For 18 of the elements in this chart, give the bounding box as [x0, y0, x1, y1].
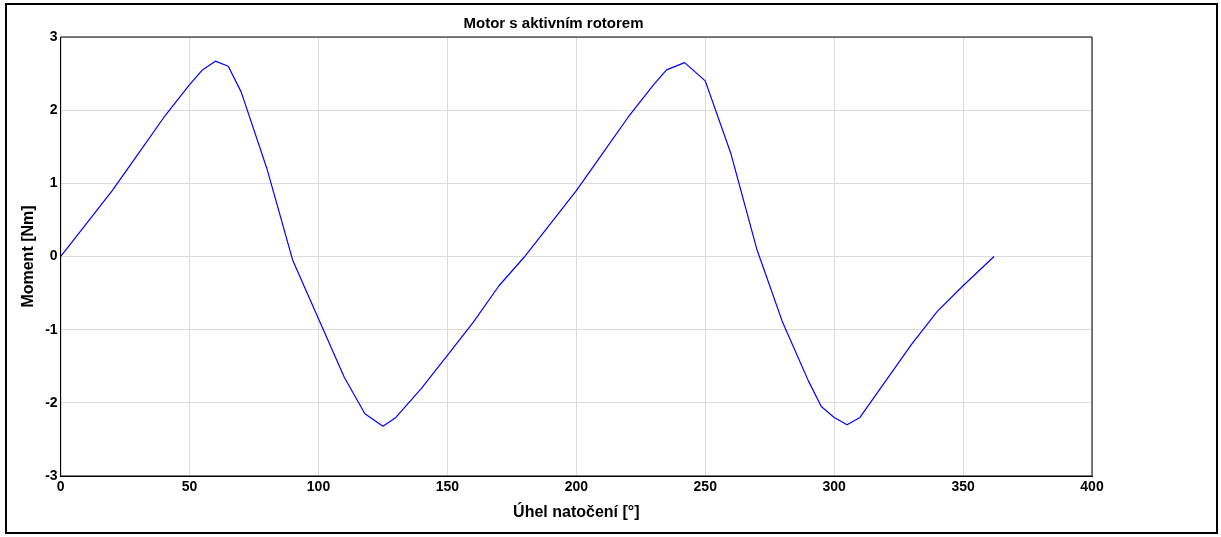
- y-tick-label: -3: [45, 466, 58, 483]
- x-tick-label: 300: [822, 478, 847, 495]
- y-axis-title: Moment [Nm]: [19, 205, 37, 308]
- y-tick-label: 3: [49, 27, 58, 44]
- x-axis-title: Úhel natočení [°]: [513, 501, 640, 520]
- x-tick-label: 400: [1080, 478, 1104, 495]
- y-tick-label: 2: [49, 101, 58, 118]
- y-tick-label: 0: [49, 247, 58, 264]
- y-tick-label: 1: [49, 174, 58, 191]
- y-tick-label: -2: [45, 393, 58, 410]
- x-tick-label: 100: [306, 478, 331, 495]
- x-tick-label: 350: [951, 478, 975, 495]
- y-tick-label: -1: [45, 320, 58, 337]
- chart-title: Motor s aktivním rotorem: [463, 14, 644, 32]
- x-tick-label: 200: [564, 478, 589, 495]
- x-tick-label: 150: [435, 478, 460, 495]
- x-tick-label: 50: [181, 478, 198, 495]
- x-tick-label: 250: [693, 478, 718, 495]
